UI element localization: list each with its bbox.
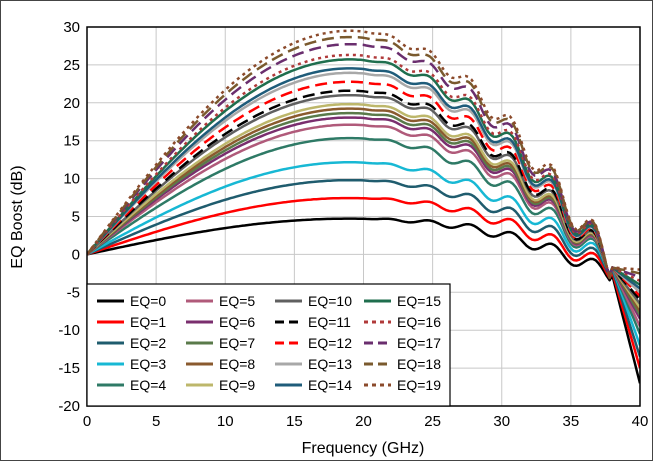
y-tick-label: 5 xyxy=(72,209,80,226)
series-line-6 xyxy=(87,116,640,320)
series-line-11 xyxy=(87,89,640,301)
legend-label-19: EQ=19 xyxy=(397,377,441,393)
legend-label-18: EQ=18 xyxy=(397,356,441,372)
x-axis-ticks: 0 5 10 15 20 25 30 35 40 xyxy=(83,413,649,430)
x-tick-label: 30 xyxy=(493,413,510,430)
series-line-12 xyxy=(87,80,640,297)
series-line-8 xyxy=(87,107,640,312)
series-line-17 xyxy=(87,42,640,279)
series-line-5 xyxy=(87,123,640,327)
series-line-10 xyxy=(87,93,640,305)
y-tick-label: 30 xyxy=(63,19,80,36)
y-tick-label: -15 xyxy=(58,360,80,377)
legend-label-14: EQ=14 xyxy=(308,377,352,393)
series-line-19 xyxy=(87,29,640,280)
legend-label-7: EQ=7 xyxy=(219,335,255,351)
series-line-0 xyxy=(87,217,640,384)
legend-label-12: EQ=12 xyxy=(308,335,352,351)
series-line-3 xyxy=(87,161,640,346)
y-tick-label: -20 xyxy=(58,398,80,415)
y-tick-label: -5 xyxy=(67,284,80,301)
x-tick-label: 25 xyxy=(424,413,441,430)
legend-label-11: EQ=11 xyxy=(308,314,351,330)
legend-label-3: EQ=3 xyxy=(130,356,166,372)
legend-label-10: EQ=10 xyxy=(308,293,352,309)
y-axis-ticks: -20 -15 -10 -5 0 5 10 15 20 25 30 xyxy=(58,19,80,415)
series-line-2 xyxy=(87,178,640,358)
legend-label-15: EQ=15 xyxy=(397,293,441,309)
series-line-4 xyxy=(87,136,640,335)
x-tick-label: 10 xyxy=(217,413,234,430)
legend-label-4: EQ=4 xyxy=(130,377,166,393)
x-tick-label: 35 xyxy=(563,413,580,430)
series-line-13 xyxy=(87,71,640,294)
series-line-9 xyxy=(87,102,640,309)
legend-label-0: EQ=0 xyxy=(130,293,166,309)
series-line-18 xyxy=(87,35,640,280)
legend-label-6: EQ=6 xyxy=(219,314,255,330)
y-axis-label: EQ Boost (dB) xyxy=(9,165,26,268)
y-tick-label: 15 xyxy=(63,133,80,150)
series-layer xyxy=(87,29,640,384)
series-line-7 xyxy=(87,111,640,316)
legend-label-2: EQ=2 xyxy=(130,335,166,351)
x-tick-label: 40 xyxy=(632,413,649,430)
legend-label-9: EQ=9 xyxy=(219,377,255,393)
legend-label-13: EQ=13 xyxy=(308,356,352,372)
x-tick-label: 20 xyxy=(355,413,372,430)
y-tick-label: 20 xyxy=(63,95,80,112)
y-tick-label: -10 xyxy=(58,322,80,339)
series-line-1 xyxy=(87,196,640,369)
legend-label-17: EQ=17 xyxy=(397,335,441,351)
x-axis-label: Frequency (GHz) xyxy=(302,440,425,457)
legend-label-1: EQ=1 xyxy=(130,314,166,330)
legend-label-8: EQ=8 xyxy=(219,356,255,372)
x-tick-label: 5 xyxy=(152,413,160,430)
x-tick-label: 0 xyxy=(83,413,91,430)
x-tick-label: 15 xyxy=(286,413,303,430)
series-line-14 xyxy=(87,67,640,290)
y-tick-label: 10 xyxy=(63,171,80,188)
legend-label-5: EQ=5 xyxy=(219,293,255,309)
y-tick-label: 25 xyxy=(63,57,80,74)
series-line-15 xyxy=(87,58,640,286)
y-tick-label: 0 xyxy=(72,246,80,263)
legend: EQ=0 EQ=1 EQ=2 EQ=3 EQ=4 EQ=5 EQ=6 EQ=7 EQ=8 EQ=9… xyxy=(86,283,451,407)
legend-label-16: EQ=16 xyxy=(397,314,441,330)
